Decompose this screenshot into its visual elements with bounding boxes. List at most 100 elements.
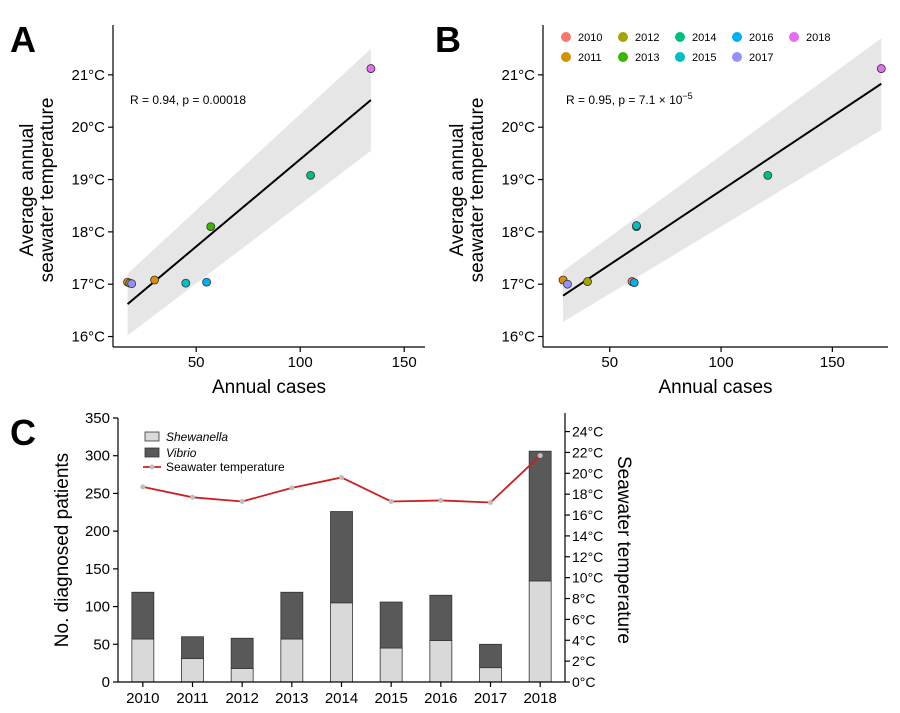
x-tick-label: 150	[820, 354, 845, 371]
legend-label-temperature: Seawater temperature	[166, 460, 285, 474]
x-tick-label: 100	[709, 354, 734, 371]
bar-vibrio-2011	[181, 636, 204, 660]
legend-label-2015: 2015	[692, 52, 716, 64]
y2-tick-label: 4°C	[572, 632, 596, 648]
y-tick-label: 21°C	[71, 67, 105, 84]
y-axis-title-line1: Average annual	[447, 124, 468, 257]
data-point-2017	[127, 279, 137, 289]
legend-marker-2017	[732, 52, 742, 62]
bar-shewanella-2011	[181, 658, 204, 683]
data-point-2014	[306, 170, 316, 180]
x-axis-title: Annual cases	[212, 377, 326, 398]
legend-label-shewanella: Shewanella	[166, 430, 228, 444]
regression-line	[126, 99, 372, 305]
data-point-2016	[629, 278, 639, 288]
legend-label-2017: 2017	[749, 52, 773, 64]
legend-marker-2015	[675, 52, 685, 62]
x-tick-label: 2015	[374, 690, 407, 707]
data-point-2018	[366, 64, 376, 73]
y-tick-label: 21°C	[501, 67, 535, 84]
legend-label-vibrio: Vibrio	[166, 446, 197, 460]
legend-marker-2011	[561, 52, 571, 62]
y2-tick-label: 18°C	[572, 486, 603, 502]
bar-vibrio-2013	[280, 591, 304, 640]
y-tick-label: 19°C	[501, 172, 535, 189]
bar-vibrio-2012	[230, 637, 254, 669]
legend-marker-2013	[618, 52, 628, 62]
data-point-2017	[563, 279, 572, 289]
legend-swatch-vibrio	[144, 447, 160, 458]
panel-b-scatter: 16°C 17°C 18°C 19°C 20°C 21°C 50 100 150 Annual c…	[447, 25, 888, 398]
y-tick-label: 18°C	[71, 224, 105, 241]
y2-tick-label: 8°C	[572, 591, 596, 607]
y-axis-title-line1: Average annual	[17, 124, 38, 257]
legend-swatch-shewanella	[144, 431, 160, 442]
legend-label-2018: 2018	[806, 32, 830, 44]
y2-axis-title: Seawater temperature	[613, 456, 634, 644]
y2-tick-label: 6°C	[572, 611, 596, 627]
y-axis-title-line2: seawater temperature	[37, 98, 58, 283]
y-tick-label: 16°C	[71, 329, 105, 346]
panel-c-bar-chart: 0 50 100 150 200 250 300 350 0°C 2°C 4°C 6°C 8°C 10°C…	[52, 410, 634, 707]
y2-tick-label: 22°C	[572, 444, 603, 460]
y-tick-label: 16°C	[501, 329, 535, 346]
y-tick-label: 300	[85, 448, 110, 465]
legend-label-2014: 2014	[692, 32, 716, 44]
legend-marker-2018	[789, 32, 799, 42]
x-tick-label: 2011	[176, 690, 208, 707]
bar-vibrio-2017	[479, 643, 502, 669]
bar-vibrio-2015	[379, 601, 403, 649]
panel-label-a: A	[10, 19, 36, 60]
panel-label-c: C	[10, 412, 36, 453]
bar-shewanella-2012	[230, 668, 254, 683]
legend-label-2010: 2010	[578, 32, 602, 44]
bar-shewanella-2015	[379, 647, 403, 683]
bar-vibrio-2016	[429, 594, 453, 641]
y-tick-label: 200	[85, 523, 110, 540]
bar-shewanella-2014	[330, 602, 353, 683]
y-tick-label: 17°C	[501, 276, 535, 293]
data-point-2014	[763, 170, 773, 180]
y-tick-label: 150	[85, 561, 110, 578]
stat-annotation: R = 0.95, p = 7.1 × 10−5	[566, 91, 693, 107]
temperature-point-2017	[488, 500, 493, 506]
data-point-2011	[150, 275, 160, 285]
y-tick-label: 100	[85, 599, 110, 616]
temperature-point-2013	[289, 485, 295, 491]
legend-marker-2010	[561, 32, 571, 42]
y2-tick-label: 14°C	[572, 528, 603, 544]
y2-tick-label: 24°C	[572, 424, 603, 440]
x-tick-label: 2012	[225, 690, 258, 707]
x-tick-label: 2010	[126, 690, 159, 707]
y-tick-label: 20°C	[501, 119, 535, 136]
stat-annotation-exponent: −5	[682, 91, 692, 101]
x-axis-title: Annual cases	[658, 377, 772, 398]
bar-shewanella-2010	[131, 638, 155, 683]
legend-marker-2016	[732, 32, 742, 42]
y-axis-title-line2: seawater temperature	[467, 98, 488, 283]
panel-a-scatter: 16°C 17°C 18°C 19°C 20°C 21°C 50 100 150 Annual c…	[17, 25, 425, 398]
legend-label-2013: 2013	[635, 52, 659, 64]
x-tick-label: 2017	[474, 690, 507, 707]
temperature-point-2011	[190, 494, 195, 500]
y2-tick-label: 20°C	[572, 465, 603, 481]
legend-marker-2012	[618, 32, 628, 42]
temperature-point-2015	[388, 498, 394, 504]
y2-tick-label: 10°C	[572, 570, 603, 586]
bar-shewanella-2017	[479, 667, 502, 683]
data-point-2013	[206, 222, 216, 232]
x-tick-label: 2016	[424, 690, 457, 707]
temperature-point-2010	[140, 484, 146, 490]
data-point-2015	[181, 278, 191, 288]
data-point-2018	[876, 64, 886, 73]
y-tick-label: 17°C	[71, 276, 105, 293]
data-point-2015	[632, 221, 641, 230]
regression-line	[562, 82, 882, 297]
temperature-point-2012	[239, 498, 245, 504]
data-point-2016	[202, 277, 212, 287]
y2-tick-label: 2°C	[572, 653, 596, 669]
x-tick-label: 150	[392, 354, 417, 371]
y-axis-title: No. diagnosed patients	[52, 453, 73, 647]
bar-vibrio-2018	[528, 450, 552, 582]
